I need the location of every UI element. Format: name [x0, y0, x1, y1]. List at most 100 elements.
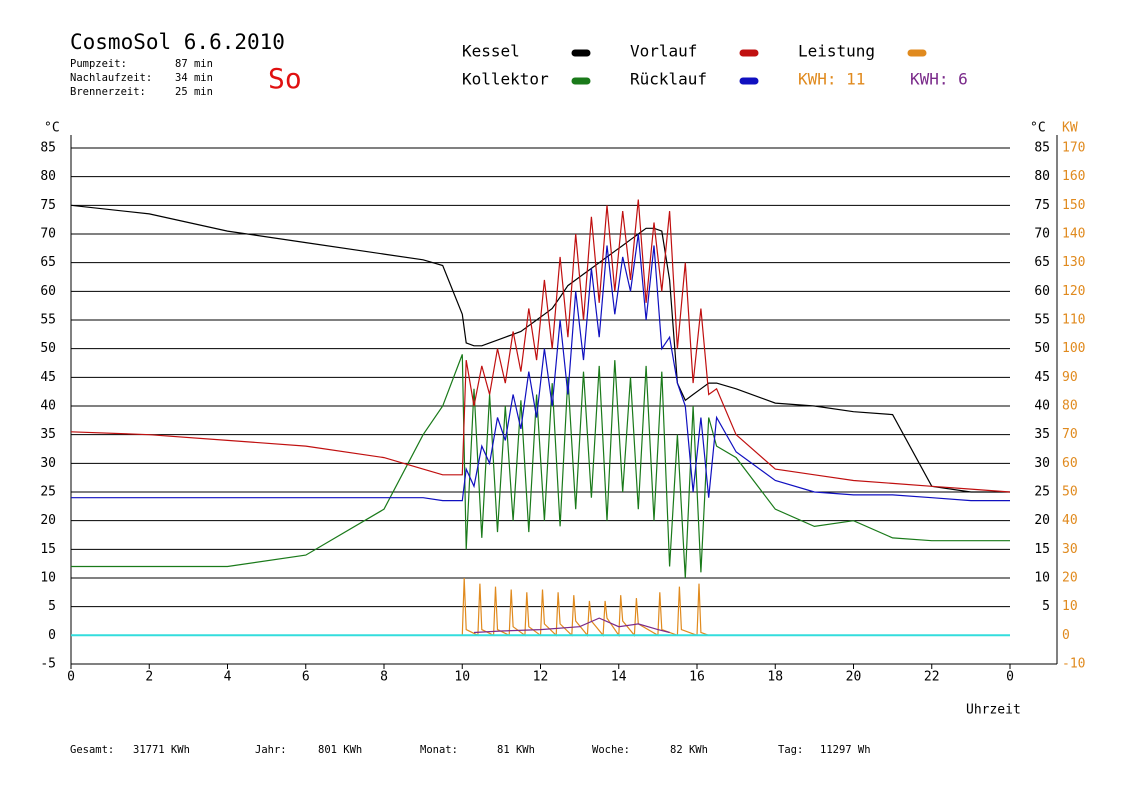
y2-tick-label: 150	[1062, 198, 1085, 213]
y-unit: °C	[44, 121, 60, 136]
y2-tick-label: -10	[1062, 657, 1085, 672]
y-right-tick-label: 10	[1034, 571, 1050, 586]
y2-tick-label: 90	[1062, 370, 1078, 385]
legend-label: Kollektor	[462, 70, 549, 89]
info-label: Brennerzeit:	[70, 86, 146, 98]
y2-tick-label: 50	[1062, 485, 1078, 500]
footer-value: 81 KWh	[497, 744, 535, 756]
y2-tick-label: 20	[1062, 571, 1078, 586]
y-tick-label: 15	[40, 542, 56, 557]
y-tick-label: 50	[40, 341, 56, 356]
y-tick-label: 70	[40, 227, 56, 242]
footer-label: Tag:	[778, 744, 803, 756]
y-tick-label: 0	[48, 628, 56, 643]
info-value: 87 min	[175, 58, 213, 70]
y-right-tick-label: 50	[1034, 341, 1050, 356]
x-tick-label: 6	[302, 670, 310, 685]
y-tick-label: 5	[48, 599, 56, 614]
x-tick-label: 8	[380, 670, 388, 685]
x-tick-label: 4	[224, 670, 232, 685]
y-tick-label: 20	[40, 513, 56, 528]
y-tick-label: 80	[40, 169, 56, 184]
footer-value: 82 KWh	[670, 744, 708, 756]
x-tick-label: 22	[924, 670, 940, 685]
day-label: So	[268, 62, 302, 95]
kwh-label: KWH: 6	[910, 70, 968, 89]
x-tick-label: 20	[846, 670, 862, 685]
footer-value: 11297 Wh	[820, 744, 871, 756]
y2-tick-label: 130	[1062, 255, 1085, 270]
y2-tick-label: 70	[1062, 427, 1078, 442]
y2-tick-label: 100	[1062, 341, 1085, 356]
x-axis-label: Uhrzeit	[966, 703, 1021, 718]
y-tick-label: 30	[40, 456, 56, 471]
y-right-tick-label: 55	[1034, 313, 1050, 328]
y-right-tick-label: 70	[1034, 227, 1050, 242]
y2-tick-label: 120	[1062, 284, 1085, 299]
legend-label: Kessel	[462, 42, 520, 61]
x-tick-label: 14	[611, 670, 627, 685]
y-tick-label: 85	[40, 141, 56, 156]
x-tick-label: 2	[145, 670, 153, 685]
y-tick-label: 75	[40, 198, 56, 213]
series-line	[71, 233, 1010, 502]
y-right-tick-label: 85	[1034, 141, 1050, 156]
series-line	[71, 354, 1010, 579]
y-tick-label: 60	[40, 284, 56, 299]
y-right-unit: °C	[1030, 121, 1046, 136]
info-label: Pumpzeit:	[70, 58, 127, 70]
x-tick-label: 10	[454, 670, 470, 685]
y-tick-label: 45	[40, 370, 56, 385]
footer-label: Monat:	[420, 744, 458, 756]
series-line	[473, 617, 670, 634]
y-right-tick-label: 30	[1034, 456, 1050, 471]
info-value: 25 min	[175, 86, 213, 98]
footer-value: 31771 KWh	[133, 744, 190, 756]
y2-tick-label: 10	[1062, 599, 1078, 614]
x-tick-label: 16	[689, 670, 705, 685]
y-right-tick-label: 45	[1034, 370, 1050, 385]
x-tick-label: 18	[767, 670, 783, 685]
y-tick-label: 65	[40, 255, 56, 270]
y-tick-label: -5	[40, 657, 56, 672]
y2-tick-label: 0	[1062, 628, 1070, 643]
y-right-tick-label: 20	[1034, 513, 1050, 528]
y-right-tick-label: 60	[1034, 284, 1050, 299]
legend-label: Leistung	[798, 42, 875, 61]
y2-tick-label: 170	[1062, 141, 1085, 156]
y-tick-label: 25	[40, 485, 56, 500]
footer-value: 801 KWh	[318, 744, 362, 756]
y2-tick-label: 60	[1062, 456, 1078, 471]
y2-tick-label: 30	[1062, 542, 1078, 557]
info-label: Nachlaufzeit:	[70, 72, 152, 84]
footer-label: Gesamt:	[70, 744, 114, 756]
legend-label: Vorlauf	[630, 42, 697, 61]
x-tick-label: 12	[533, 670, 549, 685]
kwh-label: KWH: 11	[798, 70, 865, 89]
legend-label: Rücklauf	[630, 70, 707, 89]
y2-tick-label: 160	[1062, 169, 1085, 184]
info-value: 34 min	[175, 72, 213, 84]
y-tick-label: 35	[40, 427, 56, 442]
y-tick-label: 40	[40, 399, 56, 414]
y-right-tick-label: 25	[1034, 485, 1050, 500]
y-right-tick-label: 75	[1034, 198, 1050, 213]
y-tick-label: 55	[40, 313, 56, 328]
series-line	[70, 199, 1011, 493]
y-right-tick-label: 40	[1034, 399, 1050, 414]
x-tick-label: 0	[67, 670, 75, 685]
y-right-tick-label: 35	[1034, 427, 1050, 442]
y2-unit: KW	[1062, 121, 1078, 136]
y-right-tick-label: 65	[1034, 255, 1050, 270]
x-tick-label: 0	[1006, 670, 1014, 685]
y-tick-label: 10	[40, 571, 56, 586]
y-right-tick-label: 5	[1042, 599, 1050, 614]
footer-label: Woche:	[592, 744, 630, 756]
y-right-tick-label: 15	[1034, 542, 1050, 557]
chart-title: CosmoSol 6.6.2010	[70, 30, 285, 54]
footer-label: Jahr:	[255, 744, 287, 756]
y2-tick-label: 40	[1062, 513, 1078, 528]
y2-tick-label: 140	[1062, 227, 1085, 242]
y2-tick-label: 80	[1062, 399, 1078, 414]
